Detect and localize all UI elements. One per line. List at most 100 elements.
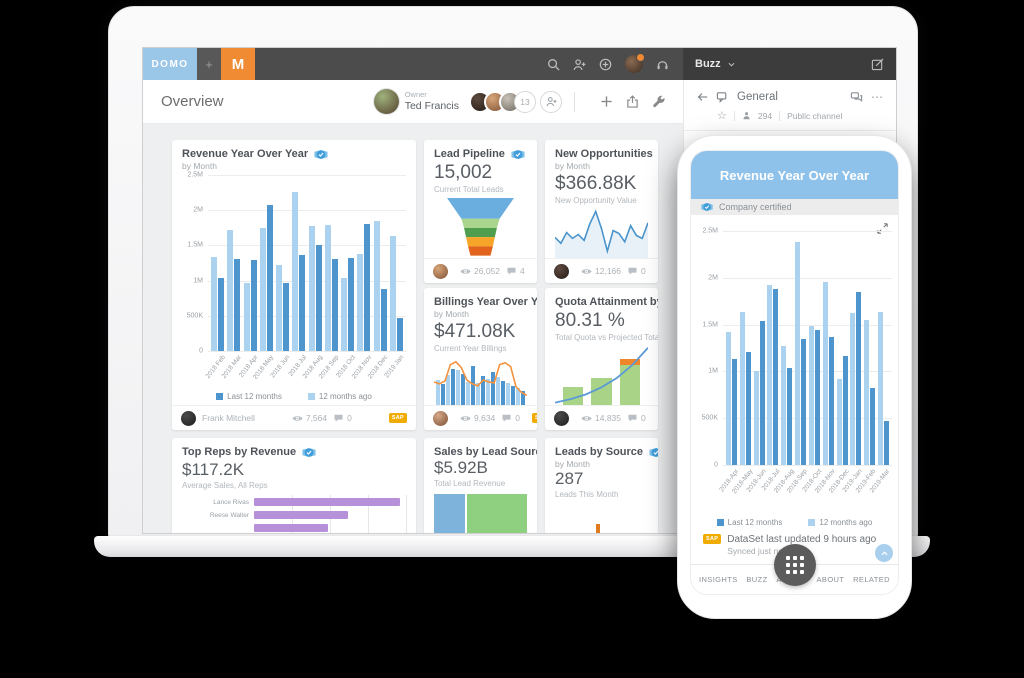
views-icon: [460, 267, 471, 276]
card-caption: Leads This Month: [555, 490, 619, 499]
app-topbar: DOMO + M: [143, 48, 683, 80]
mini-bar-chart: [555, 505, 648, 533]
card-value: $366.88K: [555, 173, 637, 194]
support-icon[interactable]: [656, 58, 669, 71]
card-value: 80.31 %: [555, 310, 625, 331]
card-footer: Frank Mitchell 7,564 0 SAP: [172, 405, 416, 430]
card-footer: 26,052 4 e: [424, 258, 537, 283]
certified-strip: Company certified: [691, 199, 898, 215]
comments-count: 0: [515, 413, 521, 423]
header-actions: Owner Ted Francis 13: [373, 89, 665, 114]
channel-name[interactable]: General: [737, 91, 778, 103]
card-sales-by-lead-source[interactable]: Sales by Lead Source $5.92B Total Lead R…: [424, 438, 537, 533]
phone-screen: Revenue Year Over Year Company certified…: [691, 151, 898, 594]
phone-chart-card[interactable]: 2.5M 2M 1.5M 1M 500K 0 2018-Apr 2018-May 2018-J…: [691, 215, 898, 531]
nav-buzz[interactable]: BUZZ: [746, 575, 768, 584]
sap-badge: SAP: [388, 413, 408, 423]
phone-mockup: Revenue Year Over Year Company certified…: [677, 135, 912, 619]
card-title: Billings Year Over Y...: [434, 296, 537, 308]
threads-icon[interactable]: [850, 91, 863, 104]
user-avatar[interactable]: [625, 53, 645, 73]
card-footer: 9,634 0 SAP: [424, 405, 537, 430]
chevron-down-icon[interactable]: [727, 60, 736, 69]
card-top-reps[interactable]: Top Reps by Revenue $117.2K Average Sale…: [172, 438, 416, 533]
person-add-icon: [546, 96, 557, 107]
views-icon: [581, 414, 592, 423]
card-footer: 14,835 0: [545, 405, 658, 430]
card-leads-by-source[interactable]: Leads by Source by Month 287 Leads This …: [545, 438, 658, 533]
channel-type: Public channel: [787, 110, 843, 121]
more-options-icon[interactable]: ⋯: [871, 90, 884, 104]
dataset-synced-text: Synced just now: [727, 546, 790, 556]
card-caption: Total Lead Revenue: [434, 479, 506, 488]
card-quota-attainment[interactable]: Quota Attainment by... 80.31 % Total Quo…: [545, 288, 658, 430]
nav-insights[interactable]: INSIGHTS: [699, 575, 738, 584]
certified-badge-icon: [510, 149, 526, 160]
comments-count: 0: [347, 413, 352, 423]
new-tab-button[interactable]: +: [197, 48, 221, 80]
add-content-icon[interactable]: [599, 58, 612, 71]
card-billings[interactable]: Billings Year Over Y... by Month $471.08…: [424, 288, 537, 430]
comments-count: 4: [520, 266, 525, 276]
divider: [779, 110, 781, 121]
star-icon[interactable]: ☆: [717, 110, 727, 122]
add-card-button[interactable]: [600, 95, 613, 108]
owner-avatar[interactable]: [373, 89, 399, 114]
collaborator-avatars[interactable]: 13: [469, 90, 562, 113]
avatar[interactable]: [433, 410, 448, 426]
scroll-up-button[interactable]: [875, 544, 893, 562]
line-chart: [555, 209, 648, 258]
invite-people-icon[interactable]: [573, 58, 586, 71]
avatar[interactable]: [554, 410, 569, 426]
card-title: Top Reps by Revenue: [182, 446, 297, 458]
nav-related[interactable]: RELATED: [853, 575, 890, 584]
avatar[interactable]: [433, 263, 448, 279]
compose-icon[interactable]: [871, 58, 884, 71]
card-caption: New Opportunity Value: [555, 196, 637, 205]
comments-icon: [501, 414, 512, 423]
horizontal-bar-chart: Lance Rivas Reese Walter: [182, 494, 407, 533]
card-revenue-year-over-year[interactable]: Revenue Year Over Year by Month 2.5M 2M 1.…: [172, 140, 416, 430]
funnel-chart: [447, 198, 514, 256]
card-caption: Current Year Billings: [434, 344, 507, 353]
collaborators-count[interactable]: 13: [514, 90, 536, 113]
revenue-bar-chart: 2.5M 2M 1.5M 1M 500K 0 2018 Feb 2018 Mar 2018 A…: [186, 171, 406, 401]
views-icon: [581, 267, 592, 276]
bar-line-chart: [434, 357, 527, 405]
card-caption: Average Sales, All Reps: [182, 481, 268, 490]
domo-logo-tab[interactable]: DOMO: [143, 48, 197, 80]
share-button[interactable]: [626, 95, 639, 108]
card-title: Quota Attainment by...: [555, 296, 658, 308]
chevron-up-icon: [880, 549, 889, 558]
comments-count: 0: [641, 266, 646, 276]
phone-bar-chart: 2.5M 2M 1.5M 1M 500K 0 2018-Apr 2018-May 2018-J…: [701, 227, 892, 527]
channel-icon: [716, 91, 729, 104]
nav-about[interactable]: ABOUT: [816, 575, 845, 584]
owner-label: Owner: [404, 90, 427, 100]
back-icon[interactable]: [696, 91, 708, 103]
card-value: $5.92B: [434, 458, 488, 477]
avatar[interactable]: [554, 263, 569, 279]
dataset-updated-text: DataSet last updated 9 hours ago: [727, 534, 877, 545]
card-title: Lead Pipeline: [434, 148, 505, 160]
workspace-tab[interactable]: M: [221, 48, 255, 80]
buzz-title[interactable]: Buzz: [695, 58, 721, 70]
comments-icon: [333, 414, 344, 423]
card-new-opportunities[interactable]: New Opportunities by Month $366.88K New …: [545, 140, 658, 283]
add-collaborator-button[interactable]: [540, 90, 562, 113]
comments-count: 0: [641, 413, 646, 423]
card-value: $117.2K: [182, 460, 245, 479]
views-count: 9,634: [474, 413, 496, 423]
divider: [684, 130, 896, 131]
card-subtitle: by Month: [555, 161, 590, 171]
card-caption: Total Quota vs Projected Total Reven...: [555, 333, 658, 342]
views-icon: [460, 414, 471, 423]
card-lead-pipeline[interactable]: Lead Pipeline 15,002 Current Total Leads…: [424, 140, 537, 283]
avatar[interactable]: [181, 410, 196, 426]
settings-button[interactable]: [652, 95, 665, 108]
card-subtitle: by Month: [182, 161, 217, 171]
grid-menu-button[interactable]: [773, 544, 816, 586]
search-icon[interactable]: [547, 58, 560, 71]
card-subtitle: by Month: [555, 459, 590, 469]
